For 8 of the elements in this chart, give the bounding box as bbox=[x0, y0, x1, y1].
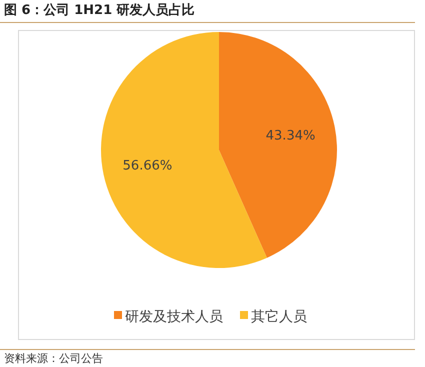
pie-slice bbox=[101, 32, 267, 268]
legend-label: 研发及技术人员 bbox=[125, 308, 223, 325]
text: 资料来源：公司公告 bbox=[4, 352, 103, 365]
pie-slice bbox=[219, 32, 337, 258]
legend-label: 其它人员 bbox=[251, 308, 307, 325]
data-label: 43.34% bbox=[266, 128, 316, 144]
chart-title: 图 6：公司 1H21 研发人员占比 bbox=[4, 3, 195, 18]
data-label: 56.66% bbox=[122, 158, 172, 174]
